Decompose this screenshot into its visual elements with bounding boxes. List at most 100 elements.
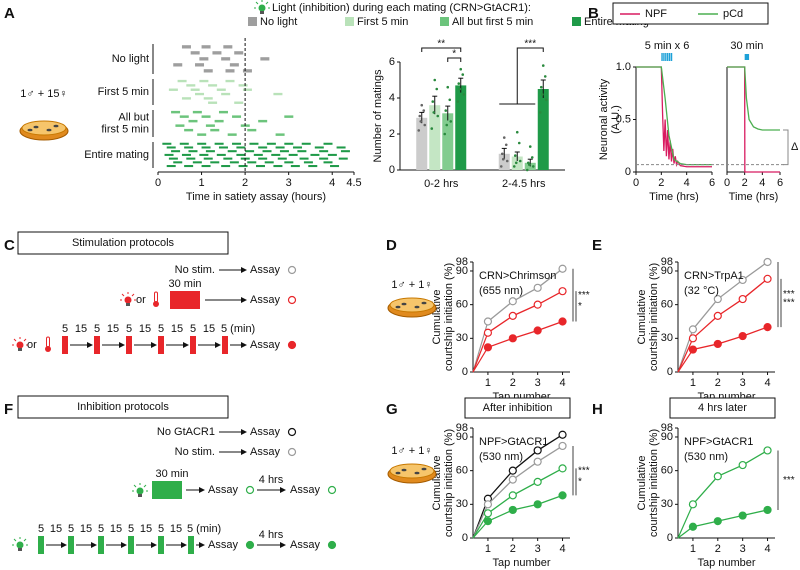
bulb-ray [23, 338, 27, 342]
panel-letter: D [386, 237, 397, 254]
gap-label: 15 [75, 323, 87, 335]
sig-bracket [516, 47, 544, 104]
stim-block [170, 291, 200, 309]
chart-title: (530 nm) [479, 451, 523, 463]
thermometer-bulb [153, 301, 159, 307]
legend-label: No light [260, 16, 297, 28]
x-tick-label: 2 [658, 177, 664, 189]
data-point [518, 159, 522, 163]
gap-label: 15 [80, 523, 92, 535]
mating-event [197, 133, 207, 136]
series-line [487, 320, 563, 348]
data-point [422, 109, 426, 112]
mating-event [210, 128, 220, 132]
x-tick-label: 0-2 hrs [424, 178, 459, 190]
condition-label: No stim. [175, 264, 215, 276]
pulse-label: 5 [158, 523, 164, 535]
mating-event [223, 45, 233, 49]
mating-event [184, 128, 194, 132]
x-tick-label: 2 [510, 377, 516, 389]
mating-event [225, 79, 235, 83]
delay-label: 4 hrs [259, 529, 284, 541]
bulb-ray [131, 293, 135, 297]
x-tick-label: 3 [286, 177, 292, 189]
mating-event [203, 97, 213, 100]
mating-event [181, 45, 191, 49]
mating-event [245, 150, 255, 153]
series-line [692, 509, 768, 528]
data-point [417, 129, 421, 132]
data-point [456, 100, 460, 103]
mating-event [190, 51, 200, 55]
y-tick-label: 0 [667, 366, 673, 378]
y-tick-label: 6 [389, 56, 395, 68]
data-point [533, 300, 542, 309]
bulb-base [260, 11, 264, 14]
mating-event [338, 157, 348, 160]
data-point [533, 283, 542, 292]
mating-event [319, 157, 329, 160]
outcome-symbol [287, 265, 297, 275]
fly-icon [414, 471, 420, 475]
stim-pulse [667, 53, 669, 61]
y-tick-label: 0.5 [616, 113, 631, 125]
y-tick-label: 4 [389, 92, 395, 104]
x-tick-label: 4 [684, 177, 690, 189]
row-label: All but [118, 111, 149, 123]
bar [455, 85, 467, 170]
y-axis-label: (A.U.) [610, 105, 622, 134]
mating-event [253, 153, 263, 156]
mating-event [203, 157, 213, 160]
series-line [487, 494, 563, 522]
x-tick-label: 6 [777, 177, 783, 189]
y-tick-label: 0 [667, 532, 673, 544]
condition-label: No GtACR1 [157, 426, 215, 438]
mating-event [199, 57, 209, 61]
arena-label: 1♂ + 15♀ [20, 88, 67, 100]
x-tick-label: 1 [690, 377, 696, 389]
fly-icon [401, 302, 407, 306]
data-point [508, 491, 517, 500]
pulse-label: 5 [38, 523, 44, 535]
data-point [558, 491, 567, 500]
significance: *** [524, 39, 536, 50]
legend-swatch [345, 17, 354, 26]
or-label: or [136, 294, 146, 306]
stim-pulse [126, 336, 132, 354]
data-point [436, 114, 440, 118]
series-line [487, 290, 563, 334]
stim-pulse [68, 536, 74, 554]
data-point [513, 154, 517, 157]
legend-label: All but first 5 min [452, 16, 533, 28]
mating-event [275, 146, 285, 149]
mating-event [186, 157, 196, 160]
mating-event [288, 153, 298, 156]
condition-label: No stim. [175, 446, 215, 458]
stim-pulse [62, 336, 68, 354]
y-tick-label: 90 [661, 265, 673, 277]
legend-label: NPF [645, 8, 667, 20]
data-point [533, 457, 542, 466]
fit-line-origin [472, 332, 489, 373]
bulb-icon [16, 341, 24, 349]
y-tick-label: 0 [625, 166, 631, 178]
boxed-title: 4 hrs later [698, 402, 747, 414]
bulb-ray [13, 338, 17, 342]
fly-icon [401, 468, 407, 472]
stim-pulse [670, 53, 673, 61]
mating-event [203, 69, 213, 73]
arena-floor [21, 120, 67, 136]
mating-event [205, 150, 215, 153]
gap-label: 15 [139, 323, 151, 335]
bulb-ray [265, 1, 269, 5]
stim-pulse [190, 336, 196, 354]
gap-label: 15 [171, 323, 183, 335]
data-point [738, 460, 747, 470]
data-point [713, 472, 722, 481]
y-tick-label: 90 [456, 431, 468, 443]
stim-pulse [158, 336, 164, 354]
data-point [558, 441, 567, 451]
mating-event [299, 157, 309, 160]
data-point [515, 130, 519, 134]
y-tick-label: 98 [661, 422, 673, 434]
